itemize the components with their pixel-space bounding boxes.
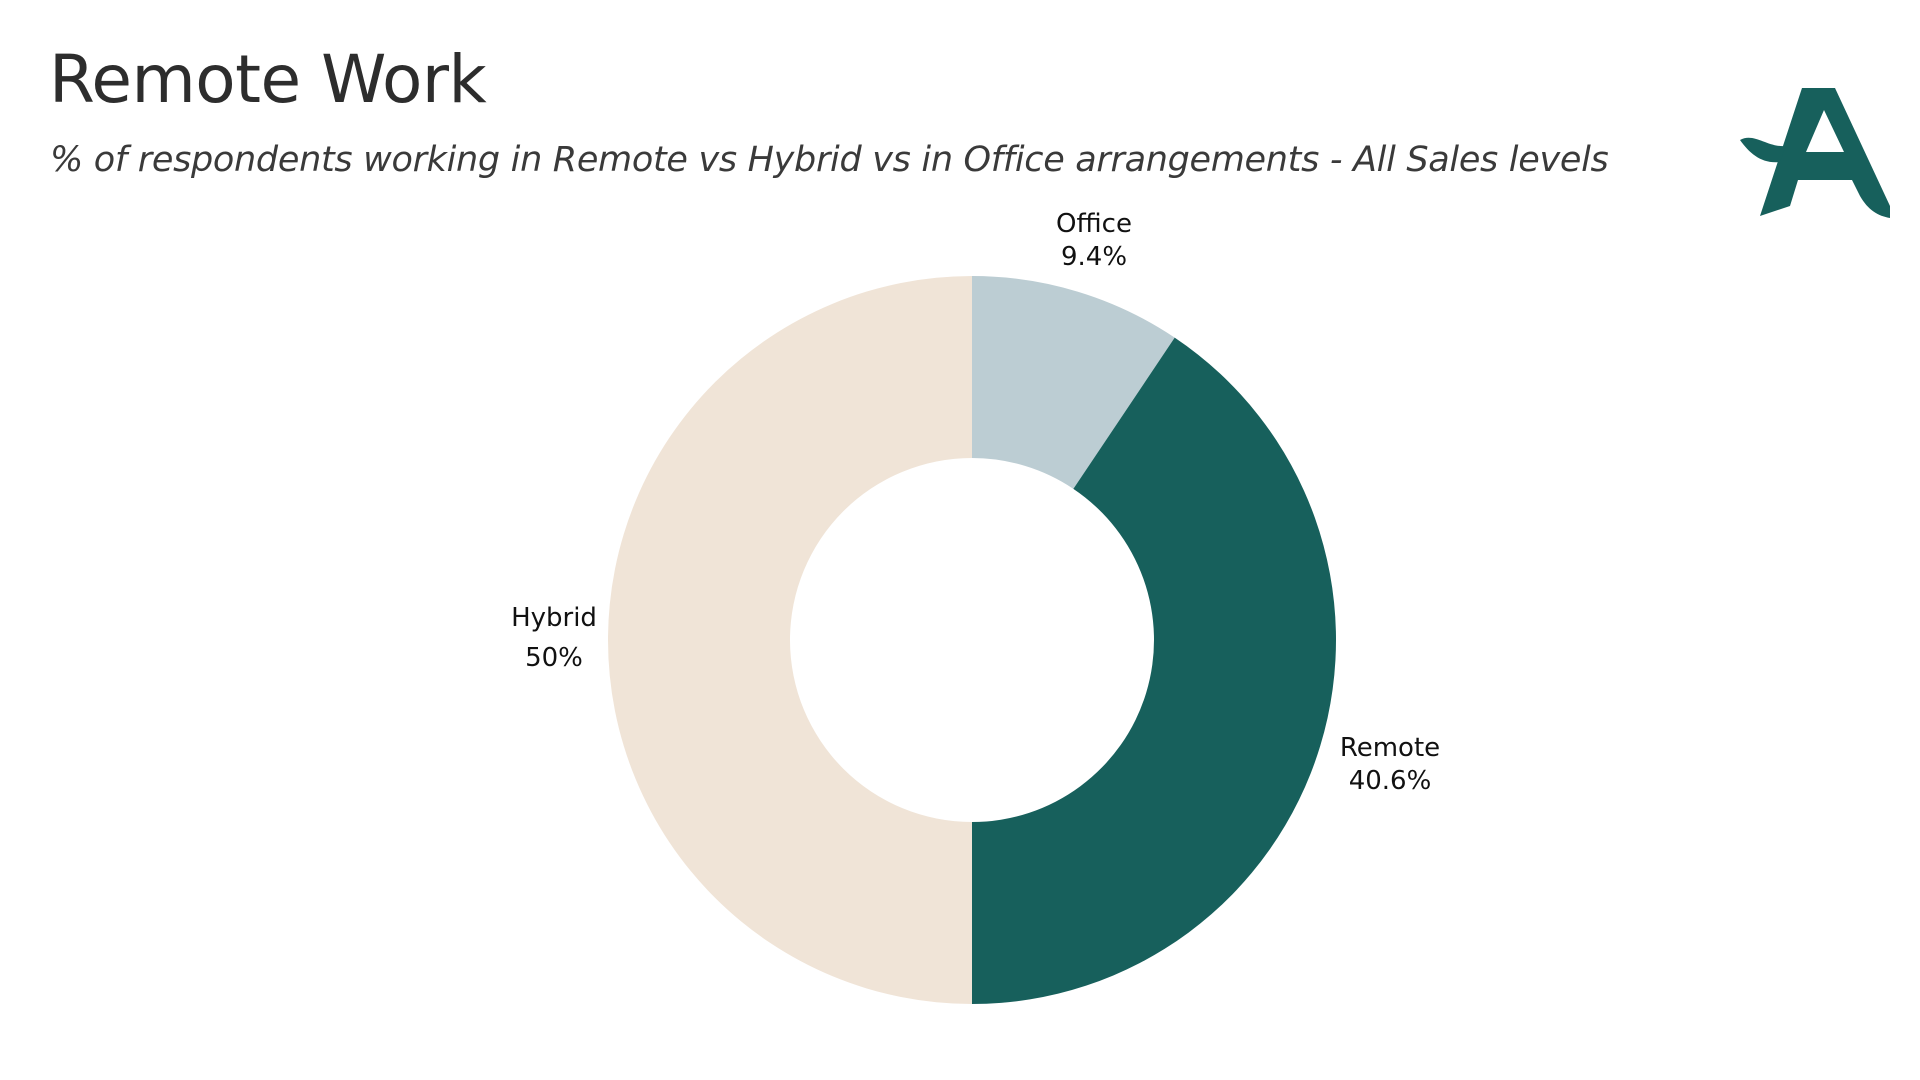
brand-a-logo-icon <box>1740 88 1890 218</box>
slice-label-remote: Remote <box>1340 733 1440 763</box>
slice-label-office: Office <box>1056 209 1132 239</box>
slice-office <box>972 276 1175 489</box>
slice-value-remote: 40.6% <box>1349 766 1432 796</box>
slice-value-hybrid: 50% <box>525 643 583 673</box>
page-title: Remote Work <box>49 41 487 118</box>
page-subtitle: % of respondents working in Remote vs Hy… <box>50 140 1609 180</box>
slice-label-hybrid: Hybrid <box>511 603 597 633</box>
slice-remote <box>972 337 1337 1005</box>
slice-hybrid <box>608 276 972 1004</box>
slice-value-office: 9.4% <box>1061 242 1127 272</box>
chart-slices <box>608 276 1337 1005</box>
